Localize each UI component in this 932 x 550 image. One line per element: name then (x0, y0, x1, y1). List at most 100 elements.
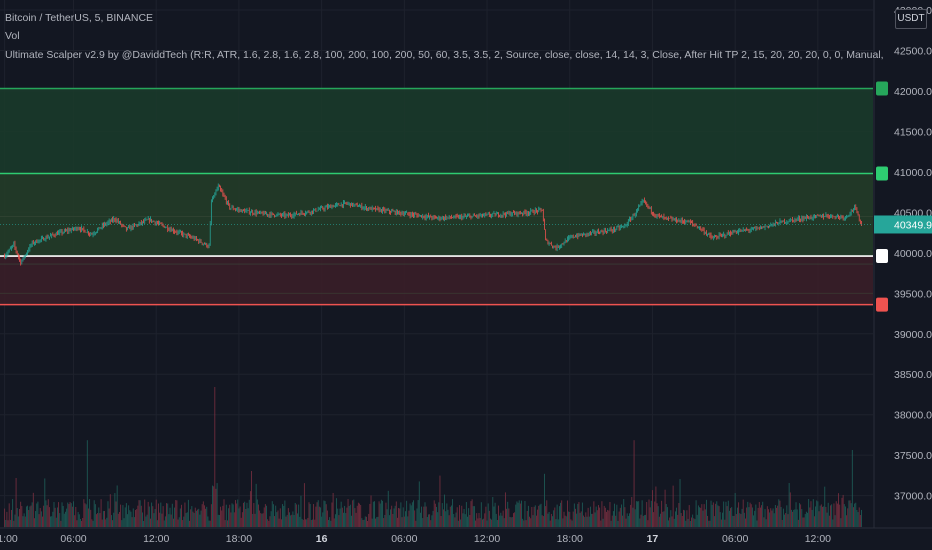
volume-bar (586, 516, 588, 527)
volume-bar (114, 493, 116, 527)
volume-bar (249, 491, 251, 527)
x-tick-label-9: 06:00 (722, 533, 748, 545)
volume-bar (94, 504, 96, 527)
scalper-indicator-label[interactable]: Ultimate Scalper v2.9 by @DaviddTech (R:… (5, 49, 885, 61)
volume-bar (83, 499, 85, 527)
volume-bar (709, 520, 711, 527)
volume-bar (815, 506, 817, 527)
volume-bar (580, 511, 582, 527)
volume-bar (786, 505, 788, 527)
volume-bar (728, 510, 730, 527)
volume-bar (341, 507, 343, 527)
volume-bar (542, 516, 544, 527)
volume-bar (552, 516, 553, 527)
take-profit-1-zone (0, 173, 873, 257)
volume-bar (645, 514, 647, 527)
volume-bar (833, 503, 835, 527)
volume-bar (646, 502, 648, 527)
volume-bar (415, 520, 417, 527)
volume-bar (631, 496, 633, 527)
volume-bar (592, 513, 594, 527)
volume-bar (52, 511, 54, 527)
y-tick-label-8: 41000.00 (894, 167, 932, 179)
volume-bar (21, 506, 23, 527)
volume-bar (153, 513, 155, 527)
volume-bar (671, 516, 673, 527)
volume-bar (293, 515, 295, 527)
volume-bar (642, 515, 644, 527)
volume-bar (169, 507, 171, 527)
volume-bar (765, 519, 767, 527)
volume-bar (84, 503, 86, 527)
volume-bar (81, 520, 83, 527)
volume-bar (449, 506, 451, 527)
volume-bar (575, 508, 576, 527)
volume-bar (572, 511, 574, 527)
volume-bar (817, 501, 819, 527)
volume-bar (224, 520, 226, 527)
volume-bar (400, 502, 402, 527)
volume-indicator-label[interactable]: Vol (5, 30, 20, 42)
volume-bar (228, 508, 230, 527)
volume-bar (498, 505, 499, 527)
volume-bar (287, 508, 289, 527)
volume-bar (307, 517, 309, 527)
volume-bar (240, 517, 242, 527)
volume-bar (468, 508, 470, 527)
volume-bar (731, 507, 733, 527)
symbol-title[interactable]: Bitcoin / TetherUS, 5, BINANCE (5, 12, 154, 24)
volume-bar (434, 503, 436, 527)
volume-bar (226, 520, 228, 527)
volume-bar (63, 513, 65, 527)
volume-bar (545, 506, 547, 527)
y-tick-label-4: 39000.00 (894, 329, 932, 341)
volume-bar (291, 514, 293, 527)
volume-bar (128, 505, 130, 527)
volume-bar (413, 500, 414, 527)
volume-bar (599, 507, 601, 527)
volume-bar (166, 503, 168, 527)
volume-bar (629, 513, 630, 527)
volume-bar (766, 506, 768, 527)
volume-bar (278, 518, 280, 527)
volume-bar (537, 509, 539, 527)
volume-bar (290, 515, 292, 527)
volume-bar (711, 504, 713, 527)
volume-bar (333, 518, 335, 527)
volume-bar (414, 510, 416, 527)
volume-bar (842, 494, 844, 527)
volume-bar (840, 518, 842, 527)
volume-bar (663, 511, 665, 527)
volume-bar (422, 518, 424, 527)
volume-bar (513, 513, 514, 527)
volume-bar (839, 504, 841, 527)
volume-bar (811, 509, 813, 527)
volume-bar (848, 500, 850, 527)
volume-bar (29, 506, 31, 527)
currency-badge[interactable]: USDT (895, 9, 927, 29)
volume-bar (696, 514, 698, 527)
volume-bar (170, 514, 172, 527)
volume-bar (213, 486, 215, 527)
volume-bar (186, 512, 188, 527)
tp2-axis-tag (876, 81, 888, 96)
volume-bar (364, 516, 366, 527)
volume-bar (209, 520, 211, 527)
volume-bar (207, 516, 209, 527)
volume-bar (805, 511, 807, 527)
volume-bar (403, 516, 405, 527)
volume-bar (452, 499, 454, 527)
volume-bar (214, 387, 216, 527)
volume-bar (93, 500, 95, 527)
volume-bar (662, 511, 664, 527)
volume-bar (379, 503, 381, 527)
volume-bar (699, 507, 700, 527)
volume-bar (789, 492, 791, 527)
volume-bar (130, 511, 132, 527)
volume-bar (193, 513, 195, 527)
volume-bar (861, 509, 862, 527)
volume-bar (828, 515, 830, 527)
volume-bar (201, 504, 203, 527)
volume-bar (539, 504, 541, 527)
